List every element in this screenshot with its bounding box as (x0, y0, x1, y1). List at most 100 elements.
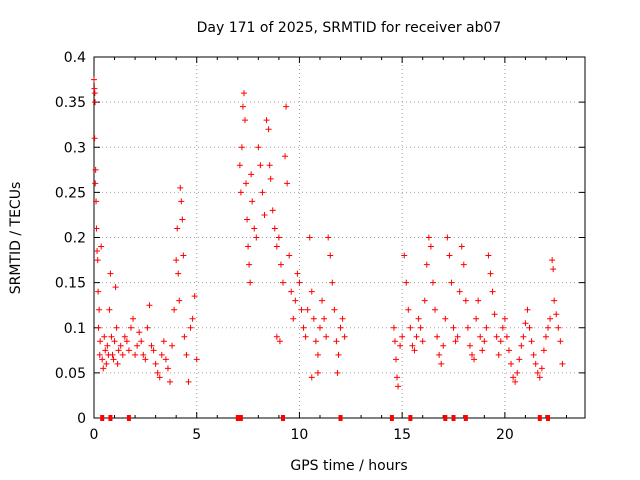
data-point (236, 162, 243, 169)
data-point (446, 252, 453, 259)
y-tick-label: 0 (77, 411, 86, 427)
data-point (238, 144, 245, 151)
y-axis-label: SRMTID / TECUs (8, 182, 24, 295)
data-point (179, 216, 186, 223)
baseline-marker (281, 415, 286, 421)
data-point (551, 297, 558, 304)
data-point (241, 117, 248, 124)
data-point (335, 351, 342, 358)
data-point (127, 324, 134, 331)
data-point (473, 315, 480, 322)
data-point (390, 324, 397, 331)
data-point (524, 306, 531, 313)
data-point (91, 90, 98, 97)
data-point (392, 356, 399, 363)
data-point (409, 342, 416, 349)
data-point (471, 356, 478, 363)
data-point (280, 279, 287, 286)
data-point (542, 333, 549, 340)
data-point (177, 184, 184, 191)
data-point (162, 356, 169, 363)
y-tick-label: 0.15 (55, 276, 86, 292)
data-point (460, 261, 467, 268)
baseline-marker (238, 415, 243, 421)
data-point (248, 171, 255, 178)
baseline-marker (389, 415, 394, 421)
baseline-marker (126, 415, 131, 421)
data-point (121, 333, 128, 340)
data-point (261, 211, 268, 218)
data-point (98, 243, 105, 250)
data-point (175, 270, 182, 277)
data-point (440, 342, 447, 349)
data-point (102, 347, 109, 354)
data-point (448, 279, 455, 286)
data-point (245, 243, 252, 250)
baseline-marker (443, 415, 448, 421)
data-point (107, 270, 114, 277)
baseline-markers (100, 415, 551, 421)
data-point (158, 351, 165, 358)
data-point (95, 324, 102, 331)
data-point (306, 234, 313, 241)
data-point (276, 338, 283, 345)
data-point (178, 198, 185, 205)
data-point (284, 180, 291, 187)
data-point (466, 342, 473, 349)
data-point (237, 189, 244, 196)
data-point (95, 288, 102, 295)
data-point (191, 293, 198, 300)
data-point (337, 324, 344, 331)
data-point (97, 338, 104, 345)
data-point (547, 315, 554, 322)
data-point (146, 302, 153, 309)
data-point (530, 351, 537, 358)
data-point (538, 365, 545, 372)
data-point (499, 324, 506, 331)
data-point (167, 378, 174, 385)
data-point (503, 333, 510, 340)
data-point (485, 252, 492, 259)
data-point (136, 329, 143, 336)
baseline-marker (546, 415, 551, 421)
data-point (267, 175, 274, 182)
data-point (185, 378, 192, 385)
data-point (438, 360, 445, 367)
data-point (142, 356, 149, 363)
data-point (189, 315, 196, 322)
data-point (263, 117, 270, 124)
data-point (399, 333, 406, 340)
data-point (249, 198, 256, 205)
data-point (169, 342, 176, 349)
data-point (319, 297, 326, 304)
data-point (113, 324, 120, 331)
data-point (181, 333, 188, 340)
axis-ticks: 0 0.05 0.1 0.15 0.2 0.25 0.3 0.35 0.4 0 5 10 15 20 (55, 50, 585, 443)
data-point (292, 297, 299, 304)
data-point (110, 356, 117, 363)
data-point (103, 360, 110, 367)
data-point (92, 180, 99, 187)
data-point (479, 347, 486, 354)
data-point (101, 333, 108, 340)
data-point (325, 234, 332, 241)
data-point (156, 374, 163, 381)
data-point (425, 234, 432, 241)
data-point (94, 257, 101, 264)
data-point (314, 351, 321, 358)
data-point (180, 252, 187, 259)
data-point (298, 306, 305, 313)
data-point (487, 270, 494, 277)
data-point (405, 306, 412, 313)
data-point (310, 315, 317, 322)
data-point (483, 324, 490, 331)
data-point (115, 347, 122, 354)
data-point (411, 347, 418, 354)
data-point (481, 338, 488, 345)
data-point (96, 351, 103, 358)
data-point (132, 351, 139, 358)
data-point (427, 243, 434, 250)
data-point (456, 288, 463, 295)
data-point (239, 103, 246, 110)
